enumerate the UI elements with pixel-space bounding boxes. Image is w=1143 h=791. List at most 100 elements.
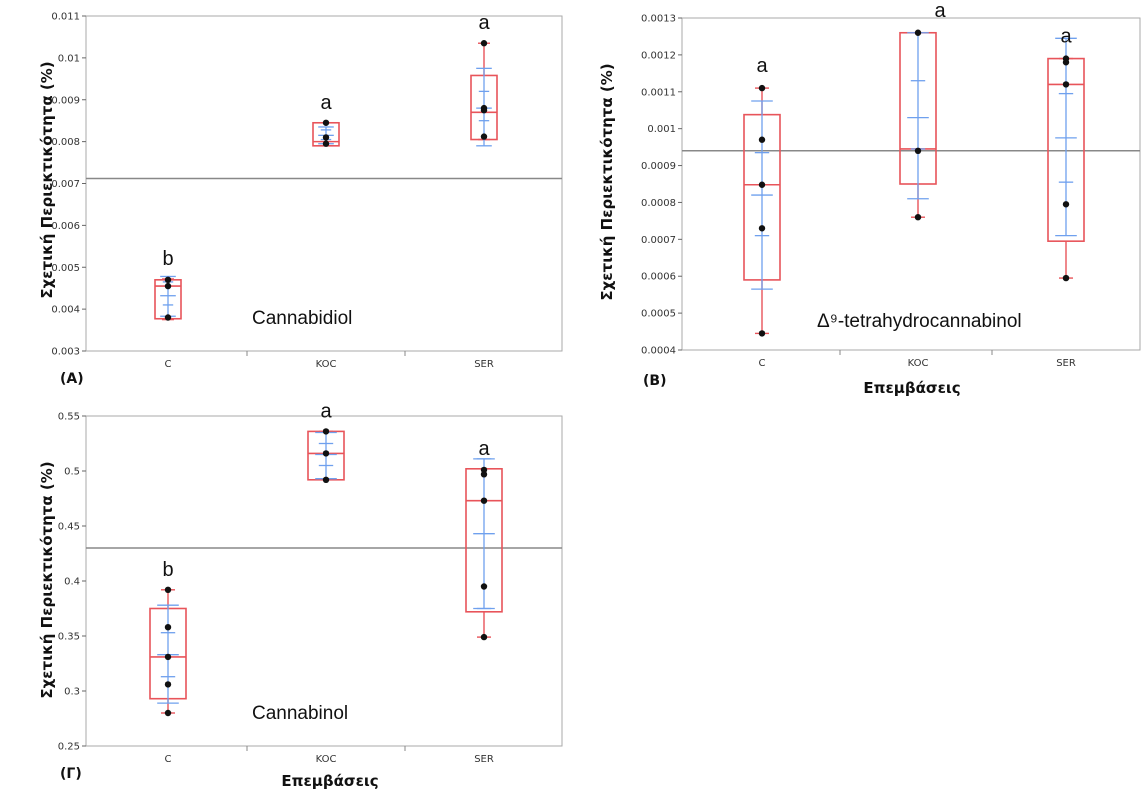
group-koc-data-point <box>914 147 922 154</box>
panel-c-xticks: C KOC SER <box>165 746 494 765</box>
y-tick-label: 0.008 <box>51 137 80 148</box>
panel-b-annotation: Δ⁹-tetrahydrocannabinol <box>817 311 1022 332</box>
group-c-data-point <box>164 276 172 284</box>
group-c-data-point <box>164 282 172 290</box>
panel-c-marks: b a a <box>86 400 562 717</box>
group-c-data-point <box>758 136 766 143</box>
group-koc-data-point <box>322 119 330 126</box>
panel-c-annotation: Cannabinol <box>252 703 348 724</box>
y-tick-label: 0.0008 <box>641 198 676 209</box>
y-tick-label: 0.5 <box>64 467 80 478</box>
y-tick-label: 0.0012 <box>641 50 676 61</box>
x-tick-label: SER <box>1056 358 1076 369</box>
group-ser-data-point <box>480 466 488 474</box>
x-tick-label: KOC <box>316 754 337 765</box>
y-tick-label: 0.0006 <box>641 272 676 283</box>
group-ser-significance-letter: a <box>1060 26 1072 48</box>
y-tick-label: 0.0011 <box>641 87 676 98</box>
group-c-data-point <box>164 314 172 321</box>
group-ser-data-point <box>1062 81 1070 88</box>
group-koc-data-point <box>322 450 330 457</box>
group-koc-data-point <box>914 29 922 36</box>
y-tick-label: 0.003 <box>51 347 80 358</box>
group-koc-significance-letter: a <box>320 92 332 114</box>
group-c-significance-letter: b <box>162 559 173 581</box>
panel-a-ylabel: Σχετική Περιεκτικότητα (%) <box>38 61 56 298</box>
panel-a-plot-frame <box>85 15 563 352</box>
x-tick-label: C <box>759 358 766 369</box>
group-ser-data-point <box>480 633 488 641</box>
group-c-data-point <box>164 624 172 631</box>
y-tick-label: 0.4 <box>64 577 80 588</box>
group-ser-significance-letter: a <box>478 438 490 460</box>
y-tick-label: 0.005 <box>51 263 80 274</box>
panel-c: Σχετική Περιεκτικότητα (%) 0.250.30.350.… <box>38 400 563 790</box>
y-tick-label: 0.0007 <box>641 235 676 246</box>
x-tick-label: C <box>165 359 172 370</box>
group-c-data-point <box>758 181 766 188</box>
group-ser-data-point <box>480 471 488 478</box>
group-koc-data-point <box>914 214 922 221</box>
y-tick-label: 0.35 <box>58 632 80 643</box>
group-ser-data-point <box>480 133 488 140</box>
group-ser-data-point <box>1062 55 1070 62</box>
y-tick-label: 0.001 <box>647 124 676 135</box>
panel-b-marks: a a a <box>682 0 1140 337</box>
group-koc-data-point <box>322 140 330 147</box>
group-ser-data-point <box>480 497 488 504</box>
group-c-significance-letter: a <box>756 55 768 77</box>
y-tick-label: 0.0013 <box>641 14 676 25</box>
panel-c-tag: (Γ) <box>60 766 82 782</box>
panel-c-xlabel: Επεμβάσεις <box>281 772 378 790</box>
y-tick-label: 0.01 <box>58 53 80 64</box>
panel-b-ylabel: Σχετική Περιεκτικότητα (%) <box>598 63 616 300</box>
group-koc-significance-letter: a <box>320 400 332 422</box>
group-c-data-point <box>164 709 172 717</box>
y-tick-label: 0.0009 <box>641 161 676 172</box>
panel-b-xlabel: Επεμβάσεις <box>863 379 960 397</box>
y-tick-label: 0.55 <box>58 412 80 423</box>
y-tick-label: 0.004 <box>51 305 80 316</box>
group-ser-data-point <box>480 104 488 112</box>
panel-a-annotation: Cannabidiol <box>252 308 352 329</box>
group-c-data-point <box>164 586 172 593</box>
x-tick-label: SER <box>474 359 494 370</box>
panel-a: Σχετική Περιεκτικότητα (%) 0.003 0.004 0.0… <box>38 12 563 387</box>
x-tick-label: KOC <box>316 359 337 370</box>
group-ser-data-point <box>480 40 488 47</box>
x-tick-label: SER <box>474 754 494 765</box>
group-c-data-point <box>164 653 172 661</box>
group-koc-data-point <box>322 476 330 483</box>
panel-b-xticks: C KOC SER <box>759 350 1076 369</box>
group-koc-data-point <box>322 134 330 141</box>
group-c-significance-letter: b <box>162 248 173 270</box>
group-c-data-point <box>758 225 766 232</box>
panel-a-marks: b a a <box>86 12 562 321</box>
group-ser-data-point <box>480 583 488 590</box>
panel-b-tag: (B) <box>643 373 666 389</box>
y-tick-label: 0.3 <box>64 687 80 698</box>
panel-a-yticks: 0.003 0.004 0.005 0.006 0.007 0.008 0.009 0.01 0… <box>51 12 86 358</box>
panel-b-yticks: 0.0004 0.0005 0.0006 0.0007 0.0008 0.0009 0.00… <box>641 14 682 357</box>
y-tick-label: 0.0005 <box>641 309 676 320</box>
y-tick-label: 0.007 <box>51 179 80 190</box>
y-tick-label: 0.25 <box>58 742 80 753</box>
group-koc-data-point <box>322 428 330 435</box>
x-tick-label: KOC <box>908 358 929 369</box>
group-koc-significance-letter: a <box>934 0 946 22</box>
panel-c-yticks: 0.25 0.3 0.35 0.4 0.45 0.5 0.55 <box>58 412 86 753</box>
panel-a-tag: (A) <box>60 371 84 387</box>
group-ser-significance-letter: a <box>478 12 490 34</box>
group-c-data-point <box>758 330 766 337</box>
x-tick-label: C <box>165 754 172 765</box>
group-ser-data-point <box>1062 201 1070 208</box>
group-ser-data-point <box>1062 274 1070 282</box>
panel-b: Σχετική Περιεκτικότητα (%) 0.00040.00050… <box>598 0 1141 397</box>
group-c-data-point <box>164 681 172 688</box>
y-tick-label: 0.011 <box>51 12 80 23</box>
panel-a-xticks: C KOC SER <box>165 351 494 370</box>
y-tick-label: 0.009 <box>51 95 80 106</box>
y-tick-label: 0.0004 <box>641 346 676 357</box>
group-c-data-point <box>758 84 766 92</box>
